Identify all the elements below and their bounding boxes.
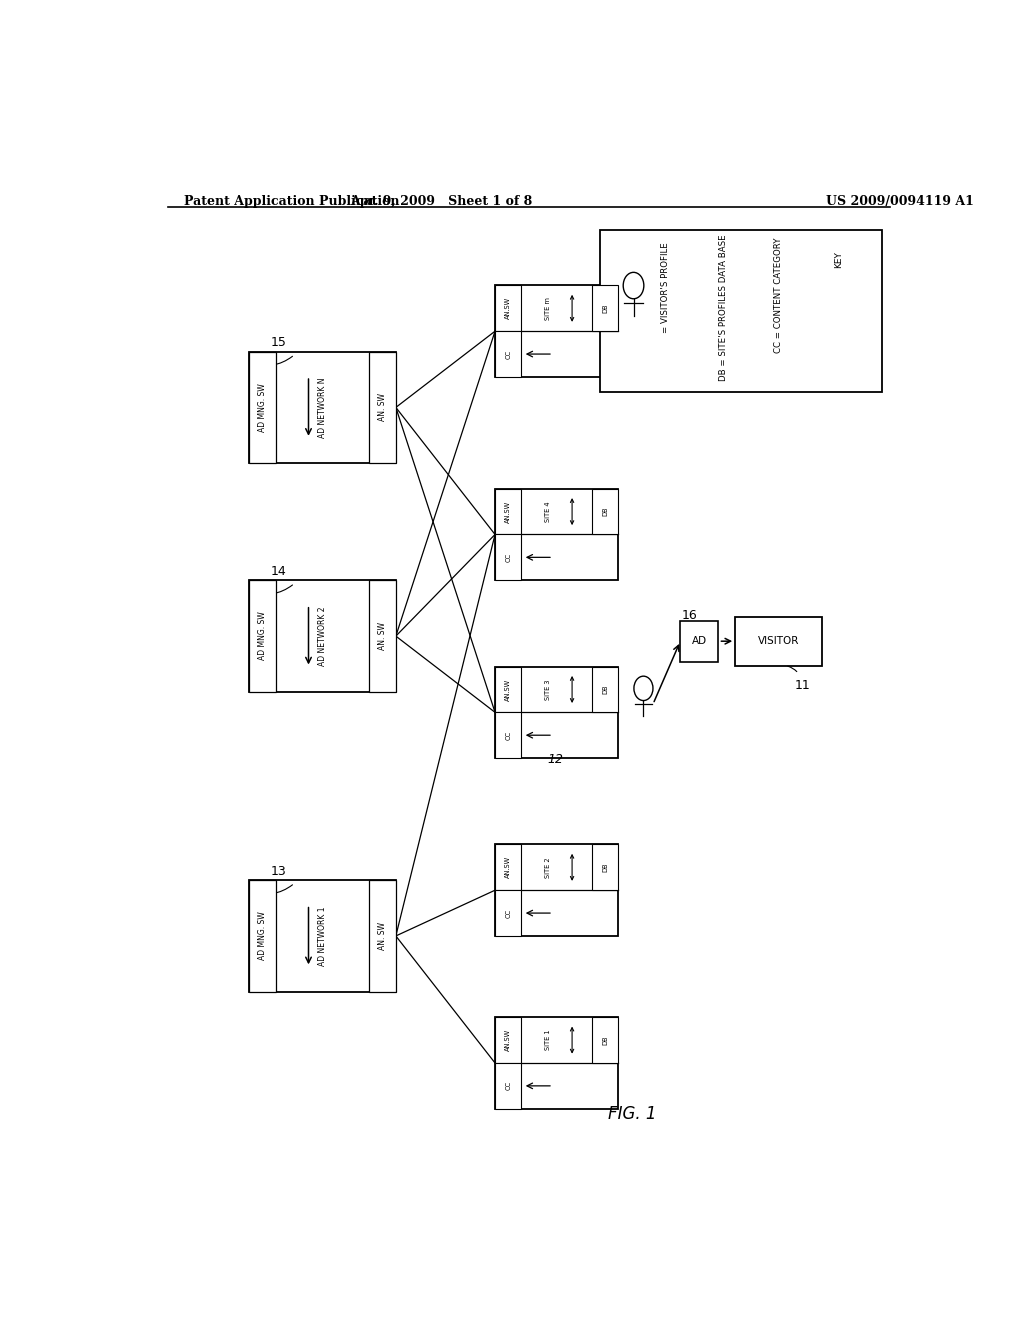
Text: CC: CC	[505, 908, 511, 917]
Text: SITE m: SITE m	[545, 297, 551, 319]
Bar	[495, 535, 521, 581]
Text: AN. SW: AN. SW	[378, 393, 387, 421]
Text: AN. SW: AN. SW	[378, 622, 387, 651]
Bar	[592, 845, 618, 890]
Text: AD MNG. SW: AD MNG. SW	[258, 383, 267, 432]
Bar	[369, 351, 396, 463]
Text: DB: DB	[602, 685, 608, 694]
Text: Apr. 9, 2009   Sheet 1 of 8: Apr. 9, 2009 Sheet 1 of 8	[350, 195, 532, 209]
Text: AD NETWORK N: AD NETWORK N	[317, 378, 327, 438]
Bar	[600, 230, 882, 392]
Text: DB: DB	[602, 304, 608, 313]
Text: FIG. 1: FIG. 1	[608, 1105, 656, 1123]
Text: DB: DB	[602, 1035, 608, 1045]
Text: 16: 16	[682, 609, 697, 622]
Bar	[369, 880, 396, 991]
Text: CC: CC	[505, 553, 511, 562]
Text: 13: 13	[271, 865, 287, 878]
Text: 11: 11	[795, 678, 810, 692]
Text: AN.SW: AN.SW	[505, 857, 511, 878]
Text: CC = CONTENT CATEGORY: CC = CONTENT CATEGORY	[774, 238, 783, 354]
Text: SITE 4: SITE 4	[545, 502, 551, 521]
Text: SITE 1: SITE 1	[545, 1030, 551, 1051]
Text: 14: 14	[271, 565, 287, 578]
Bar	[249, 351, 276, 463]
Text: 15: 15	[270, 337, 287, 350]
Text: AN. SW: AN. SW	[378, 921, 387, 950]
Bar	[495, 488, 618, 581]
Text: AN.SW: AN.SW	[505, 678, 511, 701]
Bar	[592, 667, 618, 713]
Bar	[369, 581, 396, 692]
Text: DB = SITE'S PROFILES DATA BASE: DB = SITE'S PROFILES DATA BASE	[719, 235, 728, 381]
Bar	[249, 351, 396, 463]
Text: VISITOR: VISITOR	[758, 636, 800, 647]
Bar	[495, 667, 521, 713]
Bar	[680, 620, 719, 661]
Text: AD NETWORK 2: AD NETWORK 2	[317, 606, 327, 665]
Bar	[495, 713, 521, 758]
Text: AN.SW: AN.SW	[505, 500, 511, 523]
Bar	[495, 285, 521, 331]
Bar	[592, 1018, 618, 1063]
Bar	[495, 1018, 618, 1109]
Text: = VISITOR'S PROFILE: = VISITOR'S PROFILE	[660, 243, 670, 334]
Text: AD: AD	[692, 636, 707, 647]
Bar	[495, 667, 618, 758]
Bar	[495, 1063, 521, 1109]
Bar	[592, 285, 618, 331]
Bar	[592, 488, 618, 535]
Bar	[249, 581, 276, 692]
Bar	[735, 616, 822, 665]
Text: DB: DB	[602, 507, 608, 516]
Bar	[249, 880, 396, 991]
Text: US 2009/0094119 A1: US 2009/0094119 A1	[826, 195, 974, 209]
Bar	[495, 1018, 521, 1063]
Text: Patent Application Publication: Patent Application Publication	[183, 195, 399, 209]
Text: AD MNG. SW: AD MNG. SW	[258, 611, 267, 660]
Bar	[495, 890, 521, 936]
Text: CC: CC	[505, 730, 511, 739]
Text: DB: DB	[602, 862, 608, 873]
Bar	[495, 331, 521, 378]
Text: AN.SW: AN.SW	[505, 297, 511, 319]
Text: AD NETWORK 1: AD NETWORK 1	[317, 907, 327, 966]
Text: AN.SW: AN.SW	[505, 1030, 511, 1051]
Text: SITE 3: SITE 3	[545, 680, 551, 700]
Text: KEY: KEY	[834, 251, 843, 268]
Text: CC: CC	[505, 1081, 511, 1090]
Text: AD MNG. SW: AD MNG. SW	[258, 912, 267, 961]
Bar	[495, 845, 521, 890]
Bar	[495, 845, 618, 936]
Text: SITE 2: SITE 2	[545, 857, 551, 878]
Text: 12: 12	[547, 752, 563, 766]
Bar	[249, 880, 276, 991]
Bar	[249, 581, 396, 692]
Bar	[495, 285, 618, 378]
Bar	[495, 488, 521, 535]
Text: CC: CC	[505, 350, 511, 359]
